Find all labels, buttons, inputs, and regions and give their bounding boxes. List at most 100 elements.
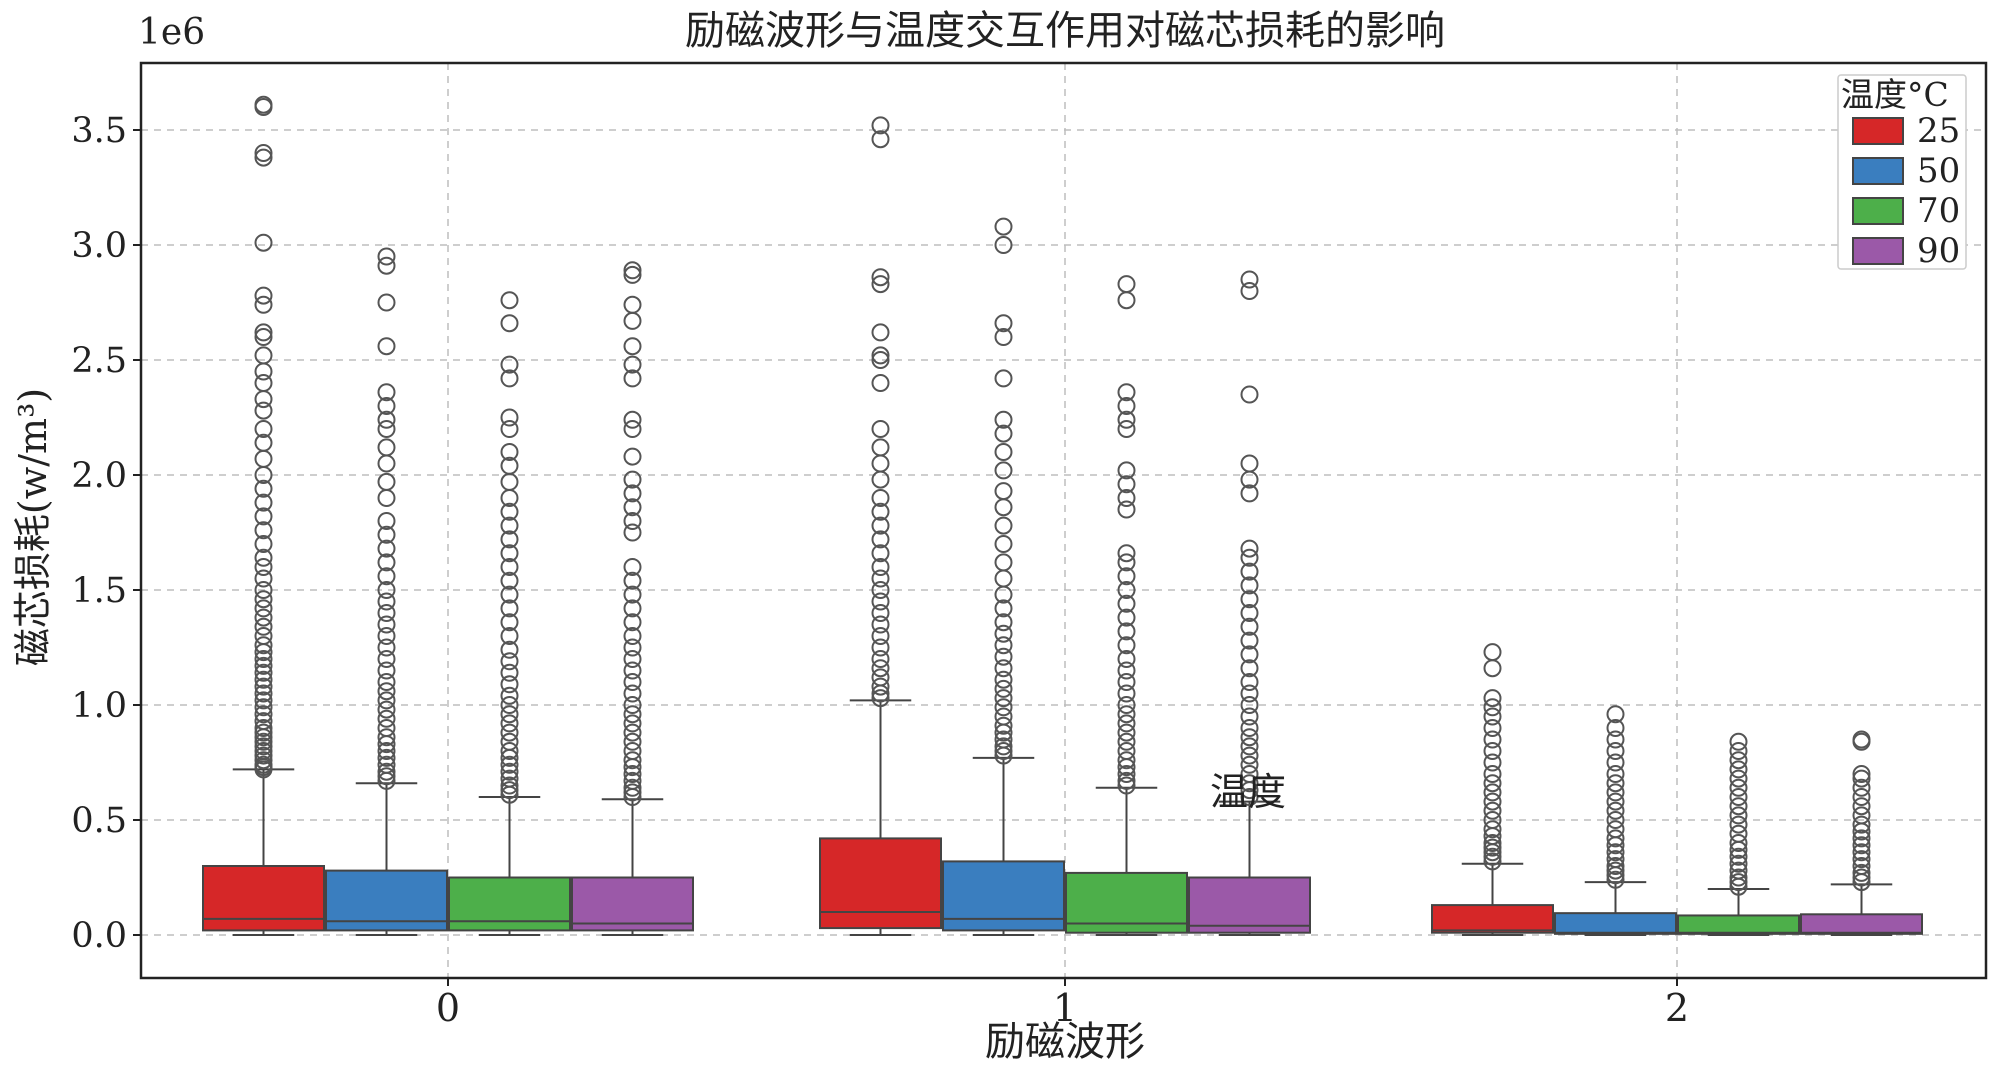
outlier-point [623, 705, 642, 724]
outlier-point [254, 144, 273, 162]
legend-label: 90 [1917, 231, 1960, 271]
outlier-point [500, 585, 519, 604]
stray-annotation: 温度 [1210, 770, 1286, 814]
outlier-point [871, 346, 890, 365]
outlier-point [1729, 834, 1748, 852]
outlier-point [377, 755, 396, 774]
outlier-point [500, 530, 519, 549]
outlier-point [1852, 815, 1871, 834]
outlier-point [254, 737, 273, 756]
outlier-point [871, 668, 890, 687]
outlier-point [994, 659, 1013, 678]
x-tick-label: 2 [1665, 986, 1689, 1030]
outlier-point [1240, 385, 1259, 404]
outlier-point [994, 498, 1013, 517]
outlier-point [1240, 617, 1259, 636]
outlier-point [871, 268, 890, 287]
y-tick-label: 1.5 [71, 571, 127, 611]
outlier-point [1729, 751, 1748, 770]
y-tick-label: 0.0 [71, 916, 127, 956]
outlier-point [254, 148, 273, 167]
box-group [1065, 275, 1188, 936]
outlier-point [377, 650, 396, 668]
outlier-point [1729, 742, 1748, 760]
outlier-point [994, 716, 1013, 735]
outlier-point [500, 613, 519, 632]
outlier-point [1729, 806, 1748, 825]
outlier-point [377, 410, 396, 429]
outlier-point [254, 656, 273, 675]
legend-title: 温度°C [1841, 75, 1949, 114]
outlier-point [1240, 590, 1259, 609]
plot-frame [139, 61, 1988, 980]
outlier-point [623, 771, 642, 790]
outlier-point [1117, 684, 1136, 703]
outlier-point [254, 755, 273, 774]
outlier-point [254, 663, 273, 682]
outlier-point [994, 742, 1013, 760]
outlier-point [1117, 553, 1136, 572]
outlier-point [1606, 774, 1625, 793]
outlier-point [1606, 829, 1625, 848]
outlier-point [1729, 854, 1748, 873]
outlier-point [254, 746, 273, 765]
outlier-point [623, 484, 642, 503]
outlier-point [254, 521, 273, 540]
outlier-point [1117, 608, 1136, 627]
outlier-point [377, 742, 396, 760]
outlier-point [1483, 792, 1502, 811]
outlier-point [623, 673, 642, 691]
outlier-point [623, 585, 642, 604]
outlier-point [500, 599, 519, 618]
legend-label: 70 [1917, 191, 1960, 231]
outlier-point [994, 516, 1013, 535]
outlier-point [254, 433, 273, 452]
outlier-point [994, 624, 1013, 643]
outlier-point [1117, 765, 1136, 783]
outlier-point [377, 472, 396, 491]
outlier-point [1483, 838, 1502, 857]
outlier-point [500, 443, 519, 461]
outlier-point [1729, 732, 1748, 751]
outlier-point [254, 677, 273, 696]
outlier-point [871, 689, 890, 708]
outlier-point [377, 567, 396, 586]
outlier-point [254, 581, 273, 599]
outlier-point [1117, 544, 1136, 563]
outlier-point [623, 311, 642, 330]
outlier-point [1117, 581, 1136, 599]
outlier-point [623, 498, 642, 517]
outlier-point [623, 714, 642, 733]
outlier-point [1240, 576, 1259, 595]
outlier-point [994, 698, 1013, 717]
outlier-point [623, 558, 642, 576]
box-group [1188, 270, 1311, 936]
outlier-point [1852, 863, 1871, 882]
outlier-point [1729, 788, 1748, 806]
outlier-point [623, 638, 642, 657]
outlier-point [1240, 548, 1259, 567]
outlier-point [1117, 420, 1136, 438]
outlier-point [254, 233, 273, 252]
box-group [819, 116, 942, 936]
outlier-point [1606, 811, 1625, 829]
outlier-point [1117, 673, 1136, 691]
outlier-point [1117, 696, 1136, 714]
outlier-point [500, 675, 519, 694]
outlier-point [1852, 836, 1871, 855]
outlier-point [254, 684, 273, 703]
outlier-point [871, 420, 890, 438]
outlier-point [1729, 873, 1748, 892]
outlier-point [623, 447, 642, 466]
outlier-point [623, 765, 642, 783]
outlier-point [1606, 861, 1625, 880]
outlier-point [500, 781, 519, 800]
outlier-point [1117, 622, 1136, 641]
outlier-point [623, 751, 642, 770]
outlier-point [871, 604, 890, 622]
outlier-point [1852, 765, 1871, 783]
outlier-point [1606, 765, 1625, 783]
outlier-point [994, 670, 1013, 689]
y-tick-label: 2.5 [71, 341, 127, 381]
outlier-point [871, 530, 890, 549]
